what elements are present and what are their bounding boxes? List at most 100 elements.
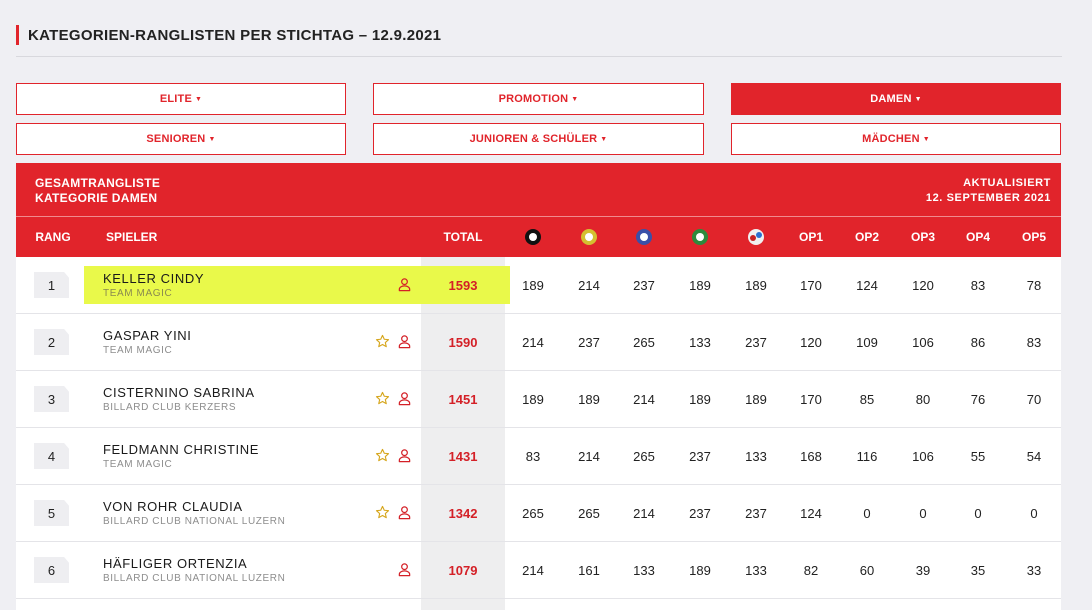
score-cell: 120 bbox=[912, 277, 934, 293]
score-cell: 189 bbox=[522, 277, 544, 293]
star-icon[interactable] bbox=[375, 391, 390, 406]
total-score: 1342 bbox=[448, 505, 478, 521]
score-cell: 161 bbox=[578, 562, 600, 578]
table-row[interactable]: 1 KELLER CINDY TEAM MAGIC 1593 189 214 237 189 1… bbox=[16, 257, 1061, 314]
score-cell: 237 bbox=[578, 334, 600, 350]
score-cell: 0 bbox=[919, 505, 927, 521]
user-profile-icon[interactable] bbox=[397, 505, 412, 520]
filter-label: MÄDCHEN bbox=[862, 133, 920, 145]
player-name[interactable]: HÄFLIGER ORTENZIA bbox=[103, 556, 248, 571]
score-cell: 116 bbox=[856, 448, 878, 464]
col-snooker[interactable] bbox=[731, 217, 781, 257]
col-14-1[interactable] bbox=[675, 217, 725, 257]
total-score: 1431 bbox=[448, 448, 478, 464]
table-title-line1: GESAMTRANGLISTE bbox=[35, 176, 161, 190]
filter-maedchen-button[interactable]: MÄDCHEN ▼ bbox=[731, 123, 1061, 155]
user-profile-icon[interactable] bbox=[397, 391, 412, 406]
col-op1[interactable]: OP1 bbox=[798, 230, 823, 244]
col-10-ball[interactable] bbox=[619, 217, 669, 257]
player-name[interactable]: FELDMANN CHRISTINE bbox=[103, 442, 259, 457]
score-cell: 237 bbox=[633, 277, 655, 293]
star-icon[interactable] bbox=[375, 505, 390, 520]
col-8-ball[interactable] bbox=[508, 217, 558, 257]
star-icon[interactable] bbox=[375, 334, 390, 349]
score-cell: 86 bbox=[970, 334, 986, 350]
score-cell: 39 bbox=[915, 562, 931, 578]
column-headers: RANG SPIELER TOTAL OP1 OP2 OP3 OP4 OP5 bbox=[16, 217, 1061, 257]
col-player[interactable]: SPIELER bbox=[106, 230, 158, 244]
col-op4[interactable]: OP4 bbox=[965, 230, 990, 244]
8-ball-icon bbox=[525, 229, 541, 245]
caret-down-icon: ▼ bbox=[195, 95, 203, 103]
col-rank[interactable]: RANG bbox=[35, 230, 71, 244]
table-row[interactable]: 3 CISTERNINO SABRINA BILLARD CLUB KERZERS 1… bbox=[16, 371, 1061, 428]
player-club: TEAM MAGIC bbox=[103, 345, 173, 356]
user-profile-icon[interactable] bbox=[397, 448, 412, 463]
table-title: GESAMTRANGLISTE KATEGORIE DAMEN bbox=[35, 176, 160, 206]
filter-elite-button[interactable]: ELITE ▼ bbox=[16, 83, 346, 115]
filter-junioren-button[interactable]: JUNIOREN & SCHÜLER ▼ bbox=[373, 123, 704, 155]
rank-badge: 5 bbox=[34, 500, 69, 526]
caret-down-icon: ▼ bbox=[914, 95, 922, 103]
snooker-icon bbox=[748, 229, 764, 245]
score-cell: 109 bbox=[856, 334, 878, 350]
player-name[interactable]: VON ROHR CLAUDIA bbox=[103, 499, 243, 514]
filter-damen-button[interactable]: DAMEN ▼ bbox=[731, 83, 1061, 115]
score-cell: 83 bbox=[525, 448, 541, 464]
total-score: 1079 bbox=[448, 562, 478, 578]
page-title: KATEGORIEN-RANGLISTEN PER STICHTAG – 12.… bbox=[28, 26, 442, 44]
caret-down-icon: ▼ bbox=[922, 135, 930, 143]
updated-label: AKTUALISIERT bbox=[963, 177, 1051, 189]
score-cell: 265 bbox=[633, 334, 655, 350]
updated-date: 12. SEPTEMBER 2021 bbox=[925, 192, 1051, 204]
score-cell: 83 bbox=[970, 277, 986, 293]
player-name[interactable]: KELLER CINDY bbox=[103, 271, 205, 286]
player-club: TEAM MAGIC bbox=[103, 288, 173, 299]
col-9-ball[interactable] bbox=[564, 217, 614, 257]
score-cell: 120 bbox=[800, 334, 822, 350]
10-ball-icon bbox=[636, 229, 652, 245]
score-cell: 70 bbox=[1026, 391, 1042, 407]
player-name[interactable]: GASPAR YINI bbox=[103, 328, 192, 343]
table-title-line2: KATEGORIE DAMEN bbox=[35, 191, 158, 205]
user-profile-icon[interactable] bbox=[397, 334, 412, 349]
filter-promotion-button[interactable]: PROMOTION ▼ bbox=[373, 83, 704, 115]
score-cell: 189 bbox=[522, 391, 544, 407]
score-cell: 0 bbox=[974, 505, 982, 521]
col-op2[interactable]: OP2 bbox=[854, 230, 879, 244]
score-cell: 133 bbox=[745, 448, 767, 464]
star-icon[interactable] bbox=[375, 448, 390, 463]
score-cell: 214 bbox=[633, 505, 655, 521]
score-cell: 265 bbox=[633, 448, 655, 464]
score-cell: 106 bbox=[912, 334, 934, 350]
score-cell: 133 bbox=[745, 562, 767, 578]
total-column-shade bbox=[421, 257, 505, 610]
score-cell: 0 bbox=[1030, 505, 1038, 521]
filter-senioren-button[interactable]: SENIOREN ▼ bbox=[16, 123, 346, 155]
player-club: BILLARD CLUB NATIONAL LUZERN bbox=[103, 516, 286, 527]
score-cell: 33 bbox=[1026, 562, 1042, 578]
player-club: TEAM MAGIC bbox=[103, 459, 173, 470]
table-row[interactable]: 4 FELDMANN CHRISTINE TEAM MAGIC 1431 83 214 26… bbox=[16, 428, 1061, 485]
total-score: 1451 bbox=[448, 391, 478, 407]
col-op5[interactable]: OP5 bbox=[1021, 230, 1046, 244]
score-cell: 214 bbox=[522, 334, 544, 350]
score-cell: 80 bbox=[915, 391, 931, 407]
table-row[interactable]: 2 GASPAR YINI TEAM MAGIC 1590 214 237 265 133 23… bbox=[16, 314, 1061, 371]
table-row[interactable]: 6 HÄFLIGER ORTENZIA BILLARD CLUB NATIONAL … bbox=[16, 542, 1061, 599]
user-profile-icon[interactable] bbox=[397, 562, 412, 577]
score-cell: 214 bbox=[578, 277, 600, 293]
rank-badge: 1 bbox=[34, 272, 69, 298]
score-cell: 168 bbox=[800, 448, 822, 464]
col-op3[interactable]: OP3 bbox=[910, 230, 935, 244]
filter-label: DAMEN bbox=[870, 93, 912, 105]
col-total[interactable]: TOTAL bbox=[443, 230, 483, 244]
player-club: BILLARD CLUB KERZERS bbox=[103, 402, 237, 413]
player-name[interactable]: CISTERNINO SABRINA bbox=[103, 385, 255, 400]
table-row[interactable]: 5 VON ROHR CLAUDIA BILLARD CLUB NATIONAL L… bbox=[16, 485, 1061, 542]
score-cell: 124 bbox=[856, 277, 878, 293]
score-cell: 265 bbox=[522, 505, 544, 521]
filter-label: SENIOREN bbox=[146, 133, 206, 145]
score-cell: 106 bbox=[912, 448, 934, 464]
user-profile-icon[interactable] bbox=[397, 277, 412, 292]
